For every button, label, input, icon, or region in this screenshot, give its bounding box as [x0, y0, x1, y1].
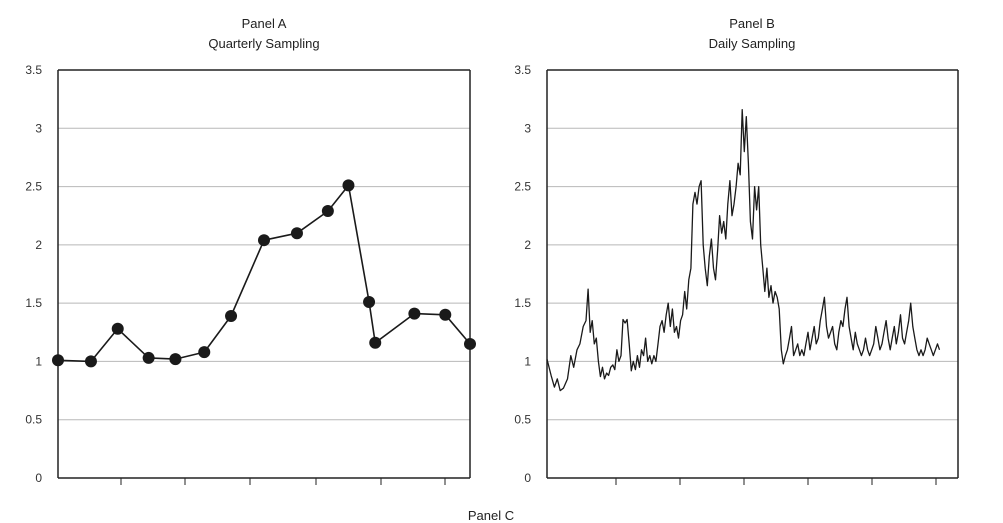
- panel-b-ytick-label: 0: [524, 471, 531, 485]
- panel-b-ytick-label: 2.5: [514, 180, 531, 194]
- panel-a-subtitle: Quarterly Sampling: [208, 36, 320, 51]
- panel-a-data-point: [369, 336, 382, 349]
- panel-a-data-point: [198, 346, 211, 359]
- panel-a-data-point: [52, 354, 64, 367]
- panel-b-ytick-label: 2: [524, 238, 531, 252]
- panel-a-data-point: [225, 309, 238, 322]
- panel-a-data-point: [142, 351, 155, 364]
- panel-b-ytick-label: 1.5: [514, 296, 531, 310]
- panel-a-data-point: [464, 337, 476, 350]
- panel-b-title: Panel B: [729, 16, 775, 31]
- panel-a-ytick-label: 3: [35, 121, 42, 135]
- panel-a-data-point: [321, 205, 334, 218]
- panel-a-data-point: [363, 295, 376, 308]
- panel-a-ytick-label: 1: [35, 354, 42, 368]
- panel-a-data-point: [258, 234, 270, 247]
- panel-a-data-point: [439, 308, 452, 321]
- panel-b-ytick-label: 3.5: [514, 63, 531, 77]
- panel-b-ytick-label: 1: [524, 354, 531, 368]
- panel-a-data-point: [342, 179, 355, 192]
- panel-a-data-point: [111, 322, 124, 335]
- panel-a-data-point: [84, 355, 97, 368]
- panel-a-ytick-label: 1.5: [25, 296, 42, 310]
- panel-a-ytick-label: 2: [35, 238, 42, 252]
- panel-a-ytick-label: 0: [35, 471, 42, 485]
- panel-a-ytick-label: 2.5: [25, 180, 42, 194]
- panel-c-title: Panel C: [467, 508, 515, 523]
- panel-b-subtitle: Daily Sampling: [708, 36, 796, 51]
- panel-a-ytick-label: 3.5: [25, 63, 42, 77]
- panel-a-series-line: [57, 184, 471, 363]
- panel-b-series-line: [546, 108, 941, 392]
- panel-a-data-point: [408, 307, 421, 320]
- panel-a-data-point: [290, 227, 303, 240]
- panel-a-title: Panel A: [241, 16, 287, 31]
- panel-b-ytick-label: 0.5: [514, 413, 531, 427]
- panel-b-ytick-label: 3: [524, 121, 531, 135]
- panel-a-data-point: [169, 353, 182, 366]
- panel-a-ytick-label: 0.5: [25, 413, 42, 427]
